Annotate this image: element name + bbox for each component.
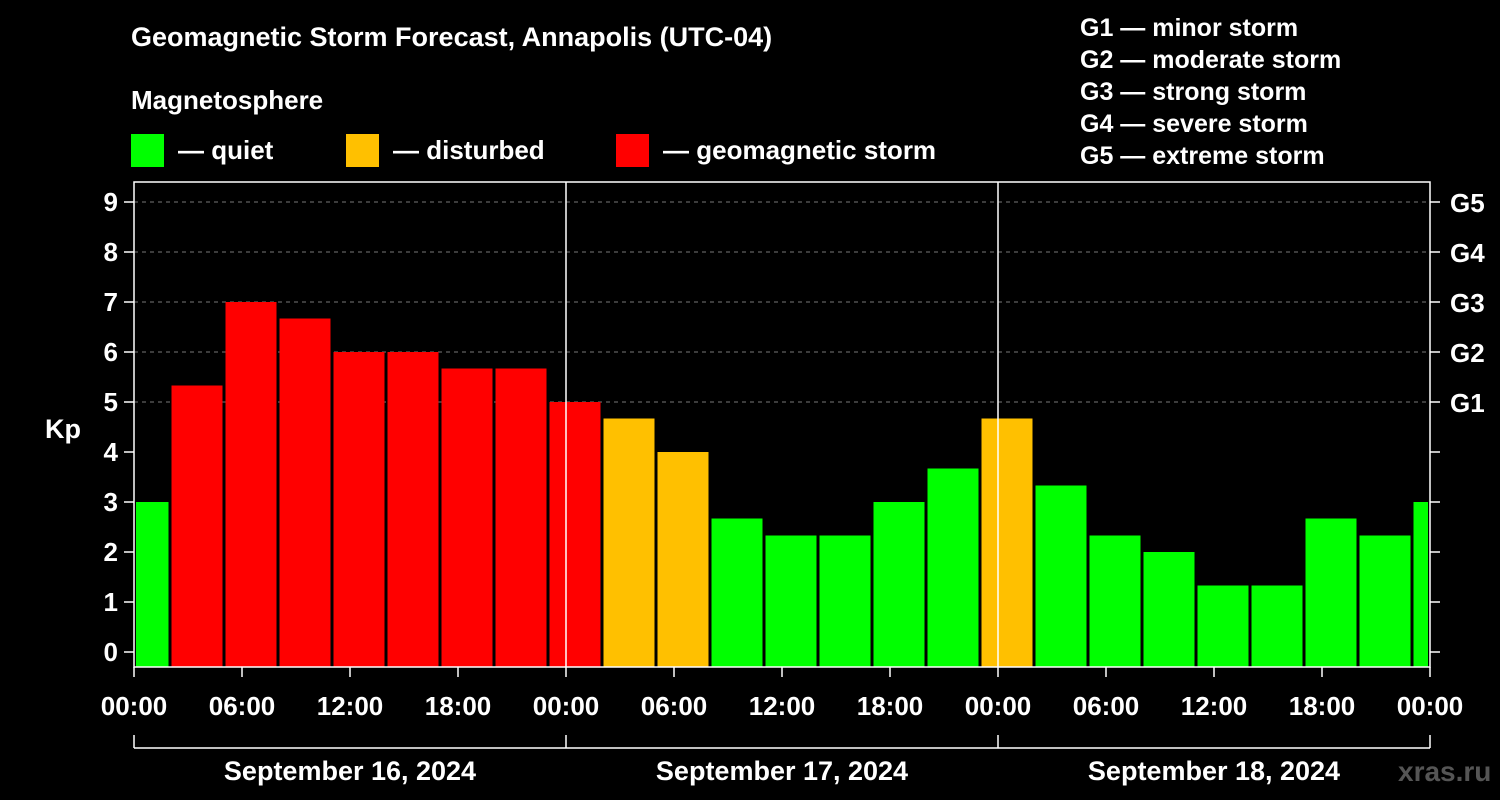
disturbed-swatch-icon (346, 133, 379, 167)
legend-item-disturbed: — disturbed (346, 133, 545, 167)
x-tick-label-3: 18:00 (425, 691, 492, 721)
kp-bar-11 (711, 518, 763, 667)
g-level-label-g2: G2 (1450, 338, 1485, 368)
g-level-label-g3: G3 (1450, 288, 1485, 318)
kp-bar-18 (1089, 535, 1141, 667)
quiet-swatch-icon (131, 133, 164, 167)
kp-bar-20 (1197, 585, 1249, 667)
x-tick-label-0: 00:00 (101, 691, 168, 721)
date-label-0: September 16, 2024 (224, 756, 476, 786)
y-tick-label-9: 9 (104, 187, 118, 217)
storm-scale-g3: G3 — strong storm (1080, 78, 1307, 106)
x-tick-label-11: 18:00 (1289, 691, 1356, 721)
kp-bar-0 (136, 502, 169, 667)
chart-title: Geomagnetic Storm Forecast, Annapolis (U… (131, 22, 773, 52)
kp-bar-14 (873, 502, 925, 667)
g-level-label-g1: G1 (1450, 388, 1485, 418)
kp-bar-21 (1251, 585, 1303, 667)
legend-label-disturbed: — disturbed (393, 134, 545, 165)
kp-bar-7 (495, 368, 547, 667)
x-tick-label-1: 06:00 (209, 691, 276, 721)
legend-item-storm: — geomagnetic storm (616, 133, 936, 167)
kp-bar-5 (387, 352, 439, 667)
x-tick-label-2: 12:00 (317, 691, 384, 721)
x-tick-label-8: 00:00 (965, 691, 1032, 721)
y-tick-label-2: 2 (104, 537, 118, 567)
kp-bar-16 (981, 418, 1033, 667)
y-tick-label-1: 1 (104, 587, 118, 617)
kp-bar-3 (279, 318, 331, 667)
kp-bar-1 (171, 385, 223, 667)
x-tick-label-9: 06:00 (1073, 691, 1140, 721)
kp-bar-23 (1359, 535, 1411, 667)
y-tick-label-4: 4 (104, 437, 119, 467)
watermark: xras.ru (1398, 756, 1492, 787)
kp-bar-17 (1035, 485, 1087, 667)
legend-label-quiet: — quiet (178, 134, 274, 165)
legend-item-quiet: — quiet (131, 133, 273, 167)
storm-scale-g2: G2 — moderate storm (1080, 46, 1342, 74)
kp-bar-13 (819, 535, 871, 667)
kp-bar-8 (549, 402, 601, 667)
y-tick-label-7: 7 (104, 287, 118, 317)
date-label-1: September 17, 2024 (656, 756, 908, 786)
kp-bar-9 (603, 418, 655, 667)
kp-bar-10 (657, 452, 709, 667)
y-tick-label-6: 6 (104, 337, 118, 367)
legend-label-storm: — geomagnetic storm (663, 134, 937, 165)
storm-scale-g5: G5 — extreme storm (1080, 142, 1325, 170)
x-tick-label-7: 18:00 (857, 691, 924, 721)
g-level-label-g5: G5 (1450, 188, 1485, 218)
y-tick-label-3: 3 (104, 487, 118, 517)
kp-bar-6 (441, 368, 493, 667)
kp-bar-22 (1305, 518, 1357, 667)
y-axis-label: Kp (45, 414, 81, 444)
g-level-label-g4: G4 (1450, 238, 1485, 268)
kp-bar-2 (225, 302, 277, 667)
storm-scale-g1: G1 — minor storm (1080, 14, 1299, 42)
kp-bar-15 (927, 468, 979, 667)
kp-bar-19 (1143, 552, 1195, 667)
date-label-2: September 18, 2024 (1088, 756, 1340, 786)
y-tick-label-0: 0 (104, 637, 118, 667)
y-tick-label-8: 8 (104, 237, 118, 267)
x-tick-label-12: 00:00 (1397, 691, 1464, 721)
x-tick-label-10: 12:00 (1181, 691, 1248, 721)
kp-bar-12 (765, 535, 817, 667)
legend-heading: Magnetosphere (131, 85, 324, 115)
x-tick-label-5: 06:00 (641, 691, 708, 721)
kp-bar-4 (333, 352, 385, 667)
y-tick-label-5: 5 (104, 387, 118, 417)
x-tick-label-6: 12:00 (749, 691, 816, 721)
storm-swatch-icon (616, 133, 649, 167)
kp-bar-24 (1413, 502, 1428, 667)
x-tick-label-4: 00:00 (533, 691, 600, 721)
storm-scale-g4: G4 — severe storm (1080, 110, 1308, 138)
